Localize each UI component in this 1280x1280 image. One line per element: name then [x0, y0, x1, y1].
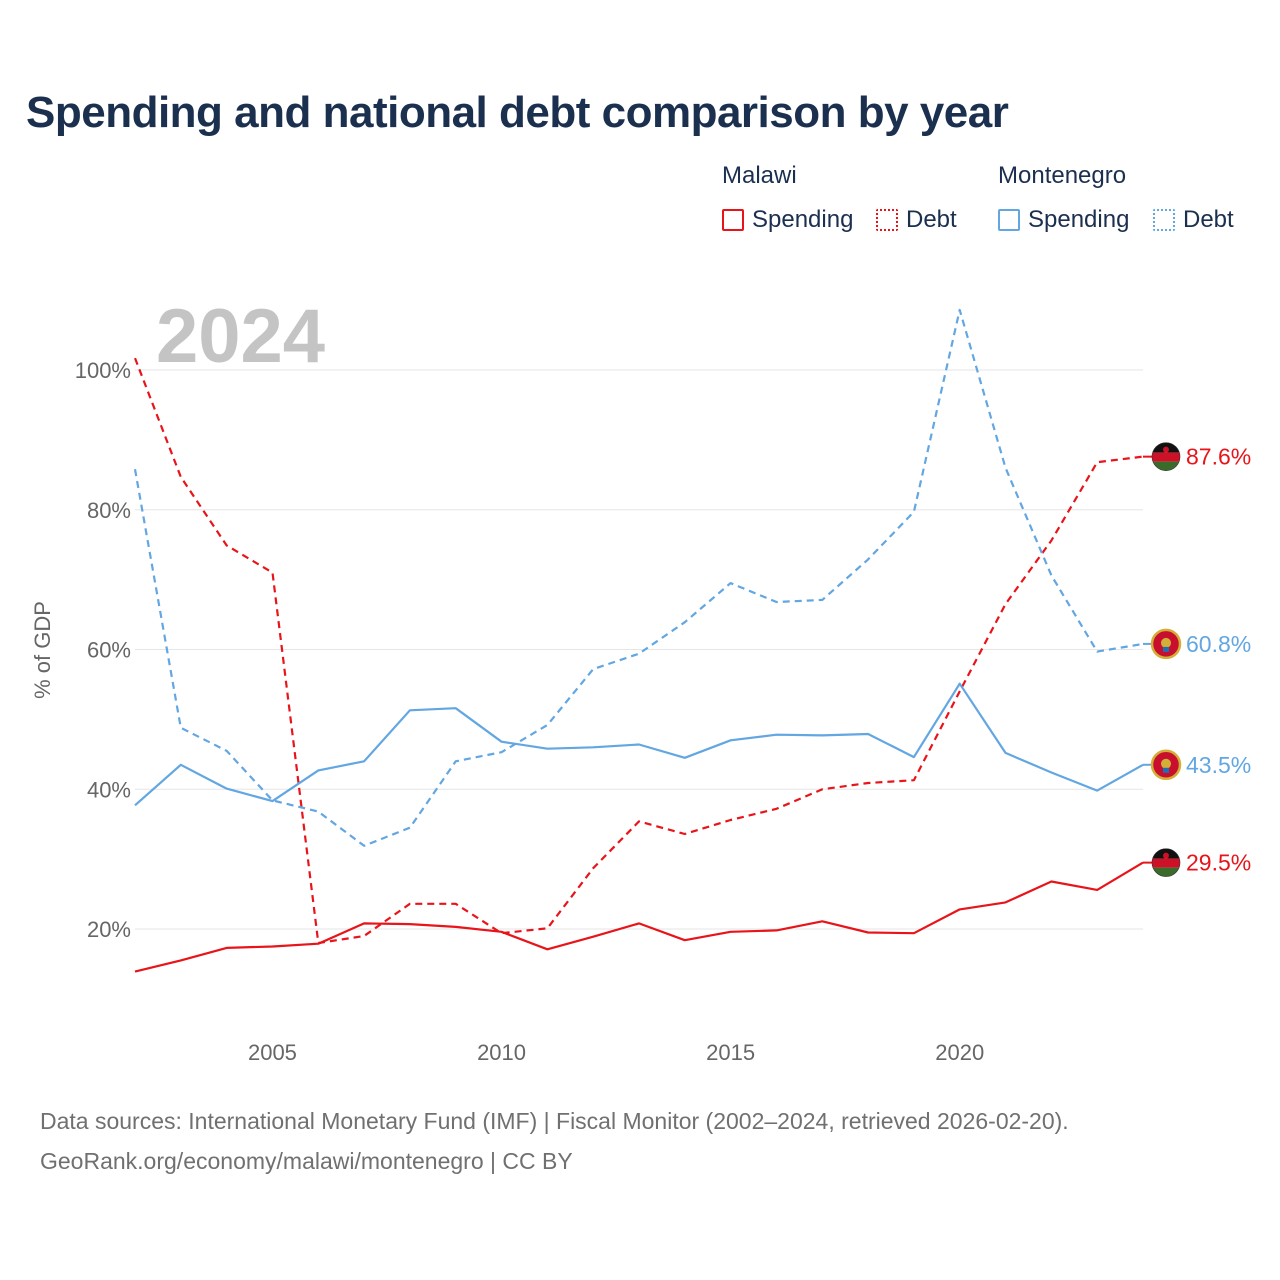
- x-tick-label: 2020: [935, 1040, 984, 1065]
- y-tick-label: 80%: [87, 498, 131, 523]
- flag-malawi-icon: [1151, 848, 1181, 877]
- y-tick-label: 60%: [87, 638, 131, 663]
- flag-malawi-stripe-green: [1152, 461, 1180, 471]
- flag-malawi-stripe-red: [1152, 858, 1180, 868]
- legend-swatch-solid-blue: [998, 209, 1020, 231]
- legend-swatch-dotted-blue: [1153, 209, 1175, 231]
- year-label: 2024: [156, 294, 325, 379]
- flag-montenegro-shield: [1163, 646, 1169, 652]
- y-tick-label: 20%: [87, 917, 131, 942]
- flag-montenegro-shield: [1163, 767, 1169, 773]
- legend-swatch-dotted-red: [876, 209, 898, 231]
- end-value-label: 60.8%: [1186, 631, 1251, 657]
- y-tick-label: 100%: [75, 358, 131, 383]
- footer-sources: Data sources: International Monetary Fun…: [40, 1108, 1069, 1134]
- legend-group-malawi: Malawi: [722, 162, 797, 189]
- flag-malawi-icon: [1151, 442, 1181, 471]
- end-value-label: 29.5%: [1186, 850, 1251, 876]
- end-value-label: 43.5%: [1186, 752, 1251, 778]
- series-line-montenegro-spending: [134, 682, 1144, 807]
- series-line-montenegro-debt: [133, 308, 1144, 847]
- legend-swatch-solid-red: [722, 209, 744, 231]
- legend-group-montenegro: Montenegro: [998, 162, 1127, 189]
- flag-malawi-stripe-black: [1152, 442, 1180, 453]
- flag-malawi-stripe-green: [1152, 867, 1180, 877]
- legend-montenegro-spending[interactable]: Spending: [998, 205, 1129, 235]
- x-tick-label: 2005: [248, 1040, 297, 1065]
- chart-title: Spending and national debt comparison by…: [26, 88, 1009, 137]
- legend-label: Debt: [1183, 206, 1234, 233]
- flag-montenegro-eagle-icon: [1161, 637, 1171, 648]
- flag-montenegro-border: [1150, 749, 1182, 781]
- flag-montenegro-icon: [1152, 629, 1180, 658]
- flag-malawi-stripe-red: [1152, 452, 1180, 462]
- legend-label: Spending: [1028, 206, 1130, 233]
- legend-malawi-spending[interactable]: Spending: [722, 205, 853, 235]
- flag-malawi-sun-icon: [1163, 446, 1169, 453]
- legend-label: Debt: [906, 206, 957, 233]
- footer-credit: GeoRank.org/economy/malawi/montenegro | …: [40, 1148, 573, 1174]
- legend-montenegro-debt[interactable]: Debt: [1153, 205, 1234, 235]
- flag-montenegro-icon: [1152, 750, 1180, 779]
- y-axis-label: % of GDP: [30, 601, 55, 699]
- x-tick-label: 2015: [706, 1040, 755, 1065]
- y-tick-label: 40%: [87, 777, 131, 802]
- end-value-label: 87.6%: [1186, 444, 1251, 470]
- flag-montenegro-eagle-icon: [1161, 758, 1171, 769]
- flag-malawi-stripe-black: [1152, 848, 1180, 859]
- flag-malawi-sun-icon: [1163, 852, 1169, 859]
- flag-montenegro-border: [1150, 628, 1182, 660]
- legend-label: Spending: [752, 206, 854, 233]
- series-line-malawi-spending: [134, 861, 1144, 973]
- series-line-malawi-debt: [133, 357, 1144, 945]
- legend-malawi-debt[interactable]: Debt: [876, 205, 957, 235]
- x-tick-label: 2010: [477, 1040, 526, 1065]
